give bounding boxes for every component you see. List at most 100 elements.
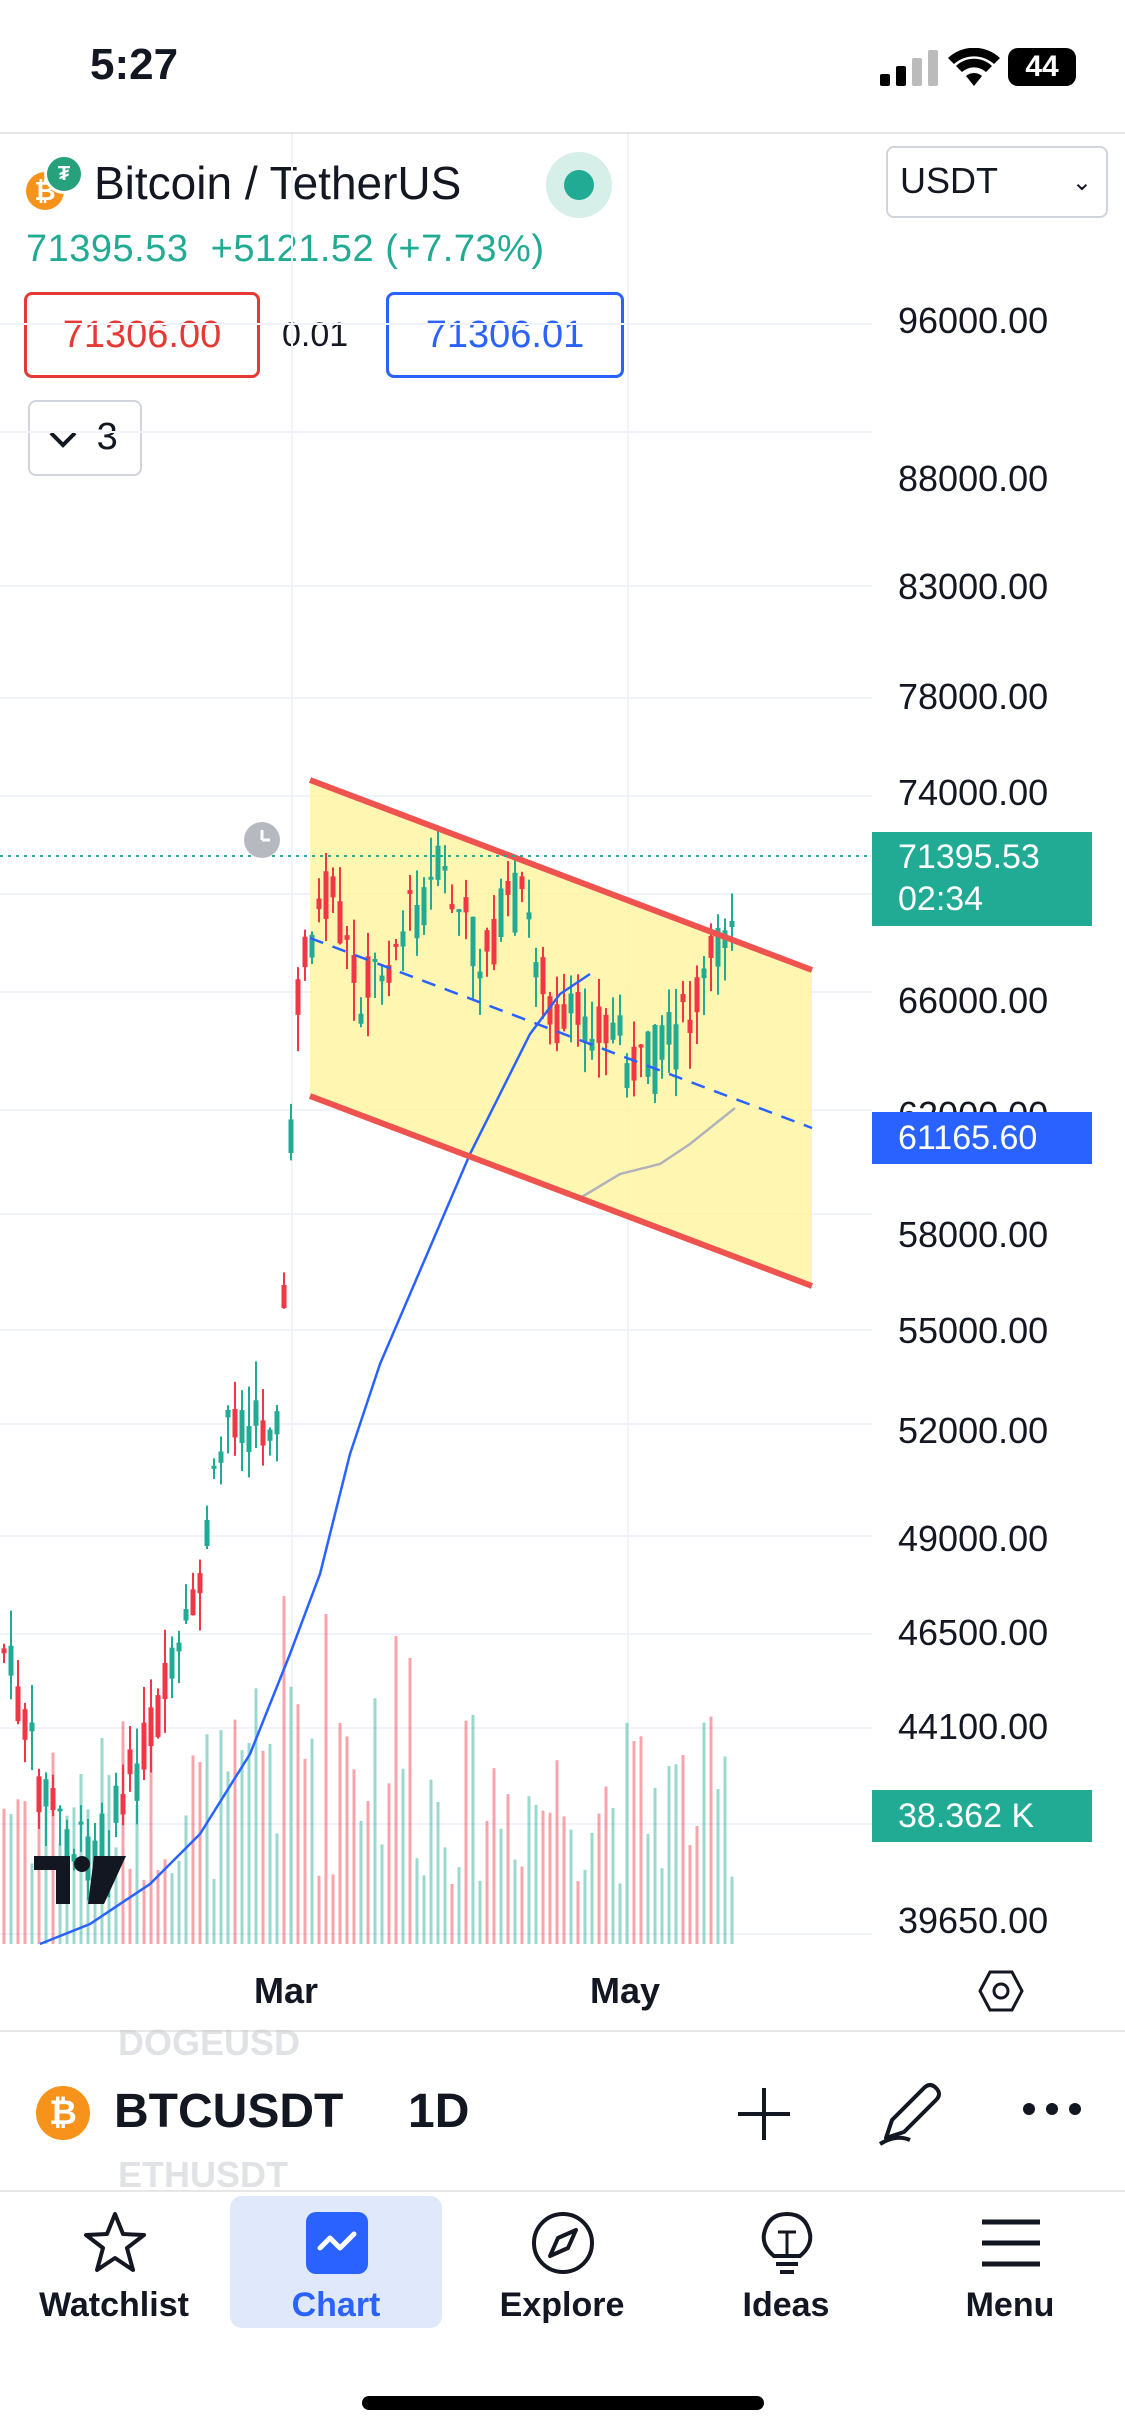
volume-bar <box>730 1876 734 1944</box>
candle-body <box>435 845 441 880</box>
price-axis-label: 46500.00 <box>898 1612 1049 1653</box>
volume-bar <box>464 1720 468 1944</box>
nav-explore[interactable]: Explore <box>456 2196 668 2328</box>
candle-body <box>442 865 448 871</box>
volume-bar <box>450 1883 454 1944</box>
price-axis-label: 88000.00 <box>898 458 1049 499</box>
volume-tag: 38.362 K <box>872 1790 1092 1842</box>
volume-bar <box>597 1813 601 1944</box>
volume-bar <box>331 1874 335 1944</box>
signal-icon <box>880 50 938 86</box>
candle-body <box>99 1813 105 1857</box>
volume-bar <box>632 1741 636 1944</box>
sell-button[interactable]: 71306.00 <box>24 292 260 378</box>
volume-bar <box>548 1812 552 1944</box>
volume-bar <box>660 1868 664 1944</box>
chevron-down-icon: ⌄ <box>1071 169 1092 196</box>
volume-bar <box>380 1844 384 1944</box>
channel-top-line <box>308 777 814 973</box>
volume-bar <box>51 1752 55 1944</box>
volume-bar <box>394 1636 398 1944</box>
candle-body <box>120 1794 126 1815</box>
candle-body <box>232 1408 238 1438</box>
indicators-toggle-button[interactable]: 3 <box>28 400 142 476</box>
candle-body <box>393 943 399 947</box>
candle-body <box>15 1686 21 1722</box>
candle-body <box>540 957 546 995</box>
chart-settings-icon[interactable] <box>978 1968 1024 2014</box>
nav-watchlist[interactable]: Watchlist <box>8 2196 220 2328</box>
currency-select[interactable]: USDT ⌄ <box>886 146 1108 218</box>
symbol-title[interactable]: Bitcoin / TetherUS <box>94 157 462 209</box>
candle-body <box>617 1015 623 1036</box>
interval-button[interactable]: 1D <box>408 2085 470 2138</box>
nav-menu[interactable]: Menu <box>904 2196 1116 2328</box>
candle-body <box>141 1722 147 1770</box>
volume-bar <box>429 1779 433 1944</box>
candle-body <box>645 1031 651 1077</box>
pencil-icon[interactable] <box>876 2078 946 2148</box>
symbol-ticker[interactable]: BTCUSDT <box>114 2085 344 2138</box>
candle-body <box>631 1046 637 1081</box>
price-axis-label: 83000.00 <box>898 566 1049 607</box>
candle-body <box>169 1647 175 1679</box>
candle-body <box>344 935 350 940</box>
volume-bar <box>2 1808 6 1944</box>
candle-body <box>1 1648 7 1654</box>
volume-bar <box>198 1762 202 1944</box>
candle-body <box>57 1808 63 1812</box>
volume-bar <box>310 1738 314 1944</box>
volume-bar <box>436 1801 440 1944</box>
candle-body <box>155 1695 161 1738</box>
candle-body <box>253 1400 259 1426</box>
candle-body <box>491 918 497 965</box>
currency-value: USDT <box>900 160 998 201</box>
nav-ideas[interactable]: Ideas <box>680 2196 892 2328</box>
previous-symbol-ghost: DOGEUSD <box>118 2022 301 2063</box>
volume-bar <box>135 1804 139 1944</box>
candle-body <box>568 993 574 1014</box>
volume-bar <box>163 1859 167 1944</box>
price-axis-label: 74000.00 <box>898 772 1049 813</box>
market-status-icon[interactable] <box>546 152 612 218</box>
candle-body <box>659 1025 665 1060</box>
candle-body <box>554 1004 560 1044</box>
volume-bar <box>408 1657 412 1944</box>
candle-body <box>400 931 406 947</box>
plus-icon[interactable] <box>736 2086 792 2142</box>
volume-bars <box>2 1596 734 1944</box>
candle-body <box>92 1840 98 1868</box>
volume-bar <box>184 1815 188 1944</box>
volume-bar <box>555 1760 559 1944</box>
candle-body <box>428 876 434 880</box>
volume-bar <box>604 1786 608 1944</box>
star-icon <box>84 2212 146 2272</box>
volume-bar <box>653 1787 657 1944</box>
volume-bar <box>681 1755 685 1944</box>
status-time: 5:27 <box>90 40 179 89</box>
buy-button[interactable]: 71306.01 <box>386 292 624 378</box>
bar-countdown: 02:34 <box>898 880 984 918</box>
candle-body <box>246 1426 252 1453</box>
volume-bar <box>289 1686 293 1944</box>
tether-icon: ₮ <box>44 154 84 194</box>
volume-bar <box>646 1833 650 1944</box>
candle-body <box>281 1285 287 1308</box>
candle-body <box>498 888 504 938</box>
candle-body <box>470 916 476 967</box>
price-chart[interactable] <box>0 134 1125 1954</box>
candle-body <box>22 1709 28 1740</box>
candle-body <box>134 1763 140 1801</box>
price-axis-label: 39650.00 <box>898 1900 1049 1941</box>
more-icon[interactable] <box>1022 2102 1082 2116</box>
last-price: 71395.53 <box>26 228 189 270</box>
candle-body <box>50 1788 56 1811</box>
candle-body <box>512 872 518 933</box>
volume-bar <box>471 1714 475 1944</box>
nav-chart[interactable]: Chart <box>230 2196 442 2328</box>
volume-bar <box>170 1873 174 1944</box>
volume-bar <box>443 1847 447 1944</box>
candle-body <box>463 897 469 913</box>
volume-bar <box>156 1870 160 1944</box>
nav-label: Menu <box>965 2286 1055 2324</box>
